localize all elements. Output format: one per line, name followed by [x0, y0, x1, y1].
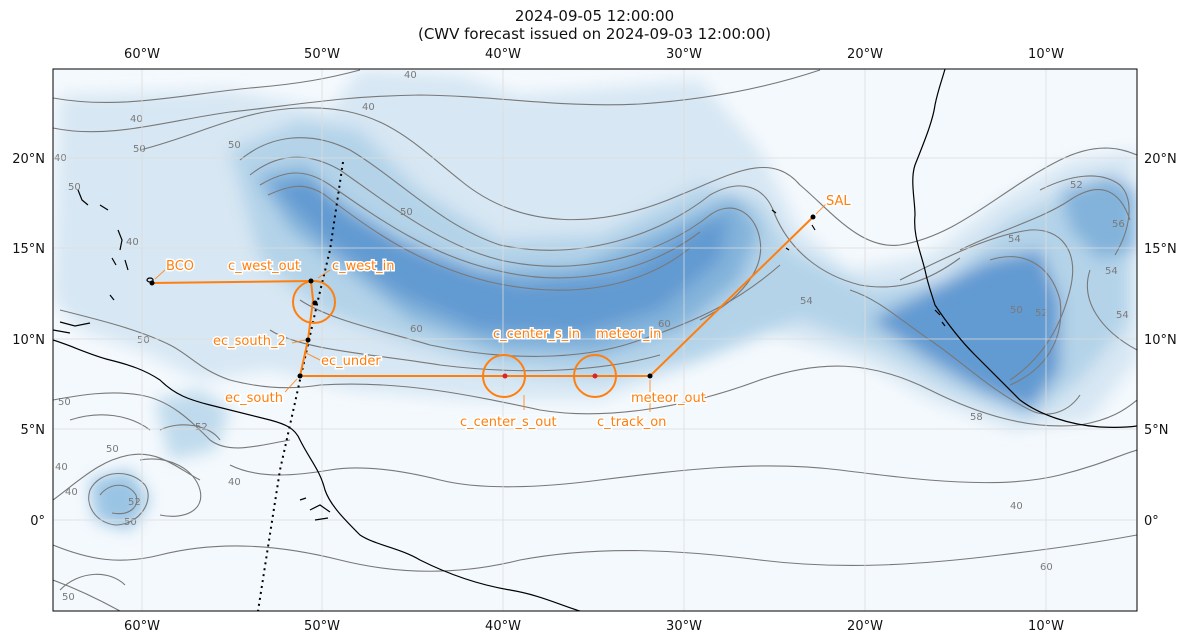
lon-tick-bottom: 50°W [304, 619, 340, 634]
circle-meteor [573, 354, 617, 398]
contour-label-group: 40 40 40 40 50 50 40 50 50 50 54 50 52 5… [54, 70, 1129, 603]
contour-label: 50 [62, 592, 75, 603]
contour-label: 58 [970, 412, 983, 423]
circle-c-center [482, 354, 526, 398]
lat-tick-left: 20°N [12, 152, 45, 167]
contour-label: 54 [1008, 234, 1021, 245]
waypoint-label: c_center_s_in [493, 327, 580, 342]
tick-labels: 60°W 50°W 40°W 30°W 20°W 10°W 60°W 50°W … [12, 47, 1177, 634]
lat-tick-left: 15°N [12, 242, 45, 257]
lon-tick-top: 60°W [124, 47, 160, 62]
lon-tick-top: 50°W [304, 47, 340, 62]
contour-label: 60 [658, 319, 671, 330]
lon-tick-top: 40°W [485, 47, 521, 62]
contour-label: 40 [65, 487, 78, 498]
coastlines [53, 69, 1137, 611]
waypoint-label: ec_south [225, 391, 283, 406]
contour-label: 40 [126, 237, 139, 248]
contour-label: 40 [362, 102, 375, 113]
lat-tick-right: 10°N [1144, 333, 1177, 348]
contour-lines [53, 69, 1137, 611]
flight-track [149, 214, 816, 398]
contour-label: 52 [1035, 308, 1048, 319]
lon-tick-bottom: 40°W [485, 619, 521, 634]
map-frame [52, 68, 1138, 612]
contour-label: 40 [228, 477, 241, 488]
contour-label: 50 [68, 182, 81, 193]
figure-title-line1: 2024-09-05 12:00:00 [514, 7, 675, 25]
waypoint-label: meteor_in [596, 327, 661, 342]
contour-label: 52 [128, 497, 141, 508]
waypoint-label: ec_south_2 [213, 334, 286, 349]
lat-tick-left: 5°N [21, 423, 46, 438]
waypoint-label: c_track_on [597, 415, 666, 430]
contour-label: 50 [133, 144, 146, 155]
contour-label: 56 [1112, 219, 1125, 230]
contour-label: 40 [130, 114, 143, 125]
waypoint-label: SAL [826, 194, 851, 209]
lon-tick-top: 20°W [847, 47, 883, 62]
lat-tick-right: 5°N [1144, 423, 1169, 438]
contour-label: 40 [1010, 501, 1023, 512]
lon-tick-top: 10°W [1028, 47, 1064, 62]
contour-label: 50 [106, 444, 119, 455]
contour-label: 50 [137, 335, 150, 346]
lon-tick-bottom: 60°W [124, 619, 160, 634]
contour-label: 40 [54, 153, 67, 164]
contour-label: 50 [124, 517, 137, 528]
lat-tick-right: 20°N [1144, 152, 1177, 167]
circle-c-west [292, 280, 336, 324]
waypoint-label: meteor_out [631, 391, 706, 406]
waypoint-label: BCO [166, 259, 194, 274]
contour-label: 50 [1010, 305, 1023, 316]
contour-label: 50 [400, 207, 413, 218]
gridlines [53, 69, 1137, 611]
contour-label: 50 [228, 140, 241, 151]
contour-label: 40 [55, 462, 68, 473]
waypoint-label: c_west_out [228, 259, 300, 274]
contour-label: 50 [58, 397, 71, 408]
contour-label: 60 [410, 324, 423, 335]
lat-tick-right: 0° [1144, 514, 1159, 529]
figure-title-line2: (CWV forecast issued on 2024-09-03 12:00… [417, 25, 772, 43]
contour-label: 54 [1105, 266, 1118, 277]
waypoint-label: ec_under [321, 354, 381, 369]
contour-label: 54 [800, 296, 813, 307]
contour-label: 54 [1116, 310, 1129, 321]
waypoint-labels: BCO c_west_out c_west_in ec_south_2 ec_u… [165, 193, 853, 432]
lat-tick-right: 15°N [1144, 242, 1177, 257]
lon-tick-bottom: 10°W [1028, 619, 1064, 634]
lon-tick-bottom: 20°W [847, 619, 883, 634]
contour-label: 52 [1070, 180, 1083, 191]
waypoint-label: c_center_s_out [460, 415, 557, 430]
lat-tick-left: 10°N [12, 333, 45, 348]
lat-tick-left: 0° [30, 514, 45, 529]
lon-tick-top: 30°W [666, 47, 702, 62]
contour-label: 52 [195, 422, 208, 433]
waypoint-label: c_west_in [332, 259, 395, 274]
contour-label: 40 [404, 70, 417, 81]
lon-tick-bottom: 30°W [666, 619, 702, 634]
